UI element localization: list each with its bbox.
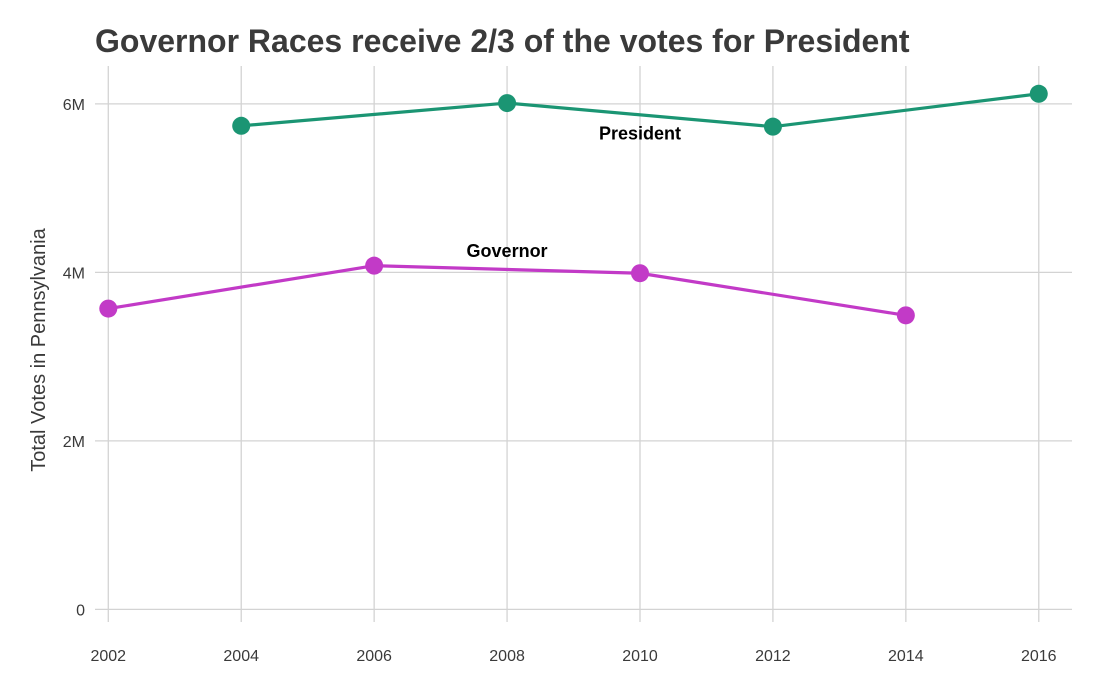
governor-data-point [99,299,118,318]
grid-layer [95,66,1072,622]
series-label-layer: President Governor [467,123,681,261]
president-series-label: President [599,123,681,143]
y-tick-label: 6M [63,97,85,114]
president-series-line [241,92,1039,129]
x-tick-label: 2002 [90,648,126,665]
x-tick-label: 2014 [888,648,924,665]
y-tick-label: 0 [76,602,85,619]
president-data-point [763,117,782,136]
president-data-point [1029,84,1048,103]
governor-data-point [365,256,384,275]
x-tick-label: 2008 [489,648,525,665]
governor-series-line [108,264,907,317]
governor-series-label: Governor [467,241,548,261]
y-tick-label: 4M [63,265,85,282]
governor-data-point [896,306,915,325]
y-tick-label: 2M [63,434,85,451]
x-tick-label: 2006 [356,648,392,665]
x-tick-label: 2012 [755,648,791,665]
president-data-point [232,116,251,135]
x-tick-label: 2004 [223,648,259,665]
x-tick-label: 2016 [1021,648,1057,665]
series-layer [99,84,1048,325]
president-data-point [498,94,517,113]
chart-title: Governor Races receive 2/3 of the votes … [95,23,910,59]
x-tick-label: 2010 [622,648,658,665]
governor-data-point [630,264,649,283]
y-axis-label: Total Votes in Pennsylvania [28,227,50,471]
tick-layer: 2002 2004 2006 2008 2010 2012 2014 2016 0 2M 4M 6M [63,97,1057,665]
